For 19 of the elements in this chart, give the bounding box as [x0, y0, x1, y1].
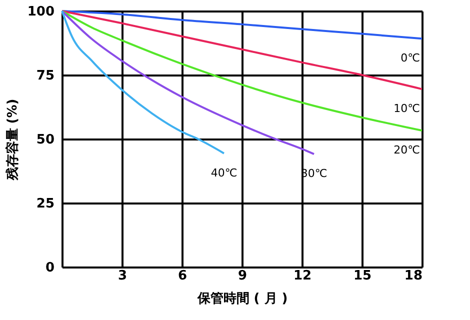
series-label: 0℃: [400, 52, 420, 65]
x-tick-label: 18: [404, 268, 422, 284]
x-tick-label: 3: [118, 268, 128, 284]
x-tick-label: 15: [353, 268, 372, 284]
line-series: [61, 10, 315, 156]
series-label: 10℃: [394, 102, 420, 116]
y-tick-label: 75: [36, 68, 54, 84]
y-tick-label: 0: [45, 260, 54, 276]
x-tick-label: 12: [293, 268, 312, 284]
x-tick-label: 6: [178, 268, 188, 284]
y-tick-label: 50: [36, 132, 54, 148]
x-axis-title: 保管時間 ( 月 ): [196, 292, 288, 306]
y-axis-title: 残存容量 (%): [4, 98, 20, 182]
series-label: 40℃: [210, 166, 238, 180]
series-label: 20℃: [394, 144, 420, 157]
x-tick-label: 9: [238, 268, 248, 284]
line-series: [61, 10, 225, 154]
y-tick-label: 100: [27, 4, 54, 20]
y-tick-label: 25: [36, 196, 54, 212]
